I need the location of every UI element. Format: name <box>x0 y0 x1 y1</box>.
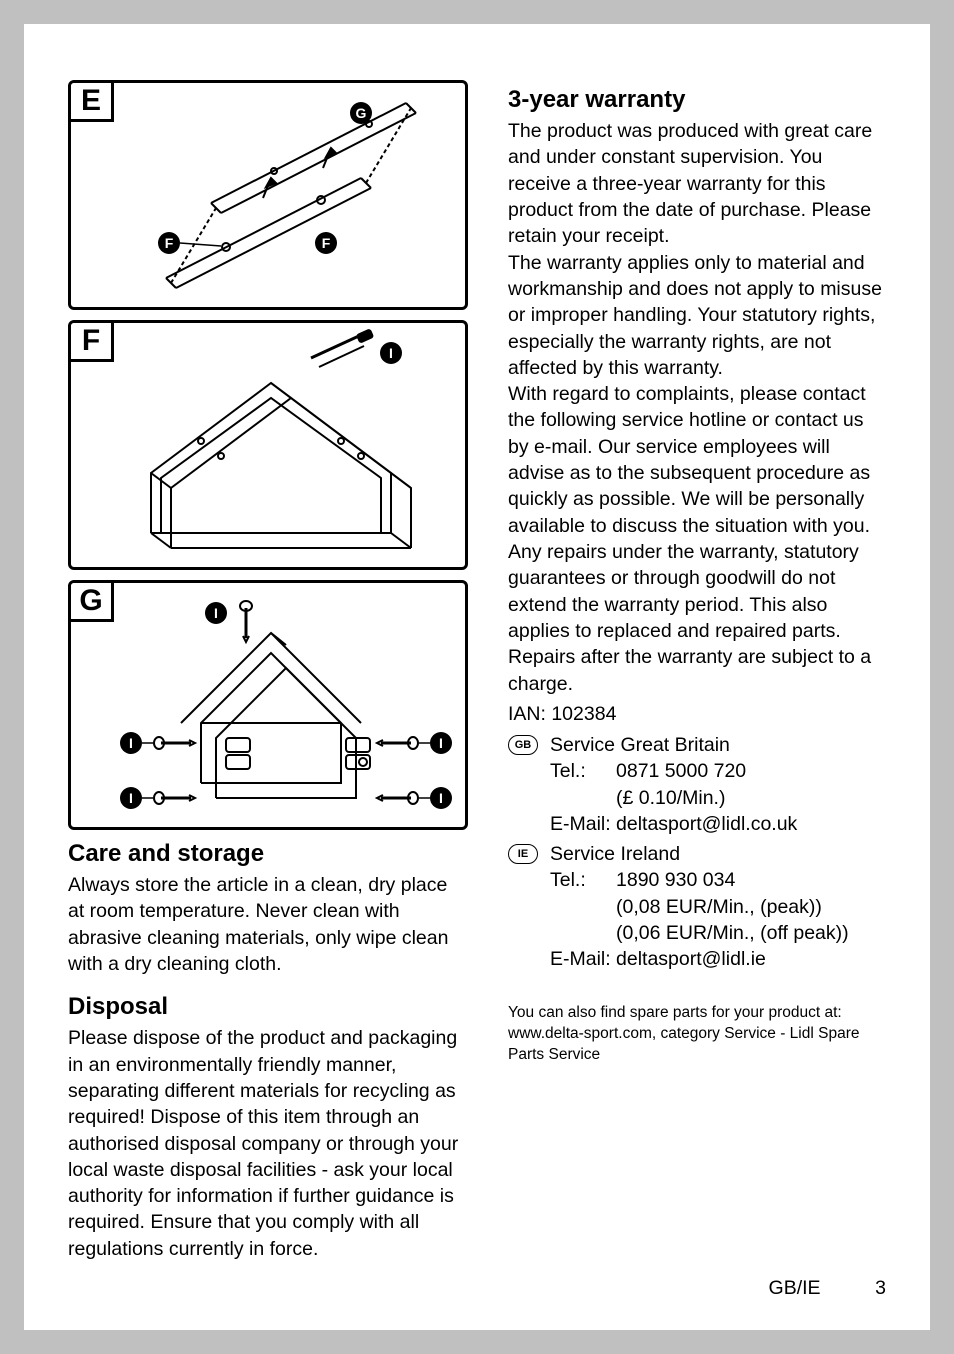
ie-name: Service Ireland <box>550 841 680 867</box>
badge-gb: GB <box>508 732 540 837</box>
callout-f2: F <box>322 235 331 251</box>
footer-page: 3 <box>826 1277 886 1300</box>
footer-region: GB/IE <box>769 1277 821 1299</box>
ie-tel: 1890 930 034 <box>616 867 886 893</box>
service-gb: GB Service Great Britain Tel.: 0871 5000… <box>508 732 886 837</box>
care-heading: Care and storage <box>68 840 468 868</box>
disposal-heading: Disposal <box>68 993 468 1021</box>
diagram-g-label: G <box>68 580 114 622</box>
ie-tel-label: Tel.: <box>550 867 616 893</box>
warranty-p2: The warranty applies only to material an… <box>508 250 886 382</box>
service-ie: IE Service Ireland Tel.: 1890 930 034 (0… <box>508 841 886 973</box>
gb-email-label: E-Mail: <box>550 811 616 837</box>
diagram-f: F <box>68 320 468 570</box>
ie-rate2: (0,06 EUR/Min., (off peak)) <box>616 920 886 946</box>
page: E <box>24 24 930 1330</box>
diagram-f-label: F <box>68 320 114 362</box>
warranty-p5: Repairs after the warranty are subject t… <box>508 644 886 697</box>
callout-i4: I <box>439 790 443 806</box>
callout-f1: F <box>165 235 174 251</box>
warranty-heading: 3-year warranty <box>508 86 886 114</box>
callout-i5: I <box>214 605 218 621</box>
care-body: Always store the article in a clean, dry… <box>68 872 468 977</box>
callout-i1: I <box>129 735 133 751</box>
callout-i3: I <box>129 790 133 806</box>
callout-i: I <box>389 345 393 361</box>
left-column: E <box>68 80 468 1262</box>
ie-email: deltasport@lidl.ie <box>616 946 886 972</box>
ie-email-label: E-Mail: <box>550 946 616 972</box>
spare-parts-note: You can also find spare parts for your p… <box>508 1003 886 1066</box>
gb-tel: 0871 5000 720 <box>616 758 886 784</box>
ie-rate1: (0,08 EUR/Min., (peak)) <box>616 894 886 920</box>
warranty-p1: The product was produced with great care… <box>508 118 886 250</box>
gb-rate: (£ 0.10/Min.) <box>616 785 886 811</box>
warranty-p4: Any repairs under the warranty, statutor… <box>508 539 886 644</box>
disposal-body: Please dispose of the product and packag… <box>68 1025 468 1262</box>
columns: E <box>68 80 886 1262</box>
diagram-e-label: E <box>68 80 114 122</box>
badge-ie: IE <box>508 841 540 973</box>
ian-number: IAN: 102384 <box>508 703 886 726</box>
right-column: 3-year warranty The product was produced… <box>508 80 886 1262</box>
gb-name: Service Great Britain <box>550 732 730 758</box>
warranty-p3: With regard to complaints, please contac… <box>508 381 886 539</box>
gb-tel-label: Tel.: <box>550 758 616 784</box>
gb-email: deltasport@lidl.co.uk <box>616 811 886 837</box>
callout-i2: I <box>439 735 443 751</box>
diagram-e: E <box>68 80 468 310</box>
callout-g: G <box>356 105 367 121</box>
screw-icon <box>154 737 195 749</box>
diagram-g: G <box>68 580 468 830</box>
footer: GB/IE 3 <box>769 1277 886 1300</box>
